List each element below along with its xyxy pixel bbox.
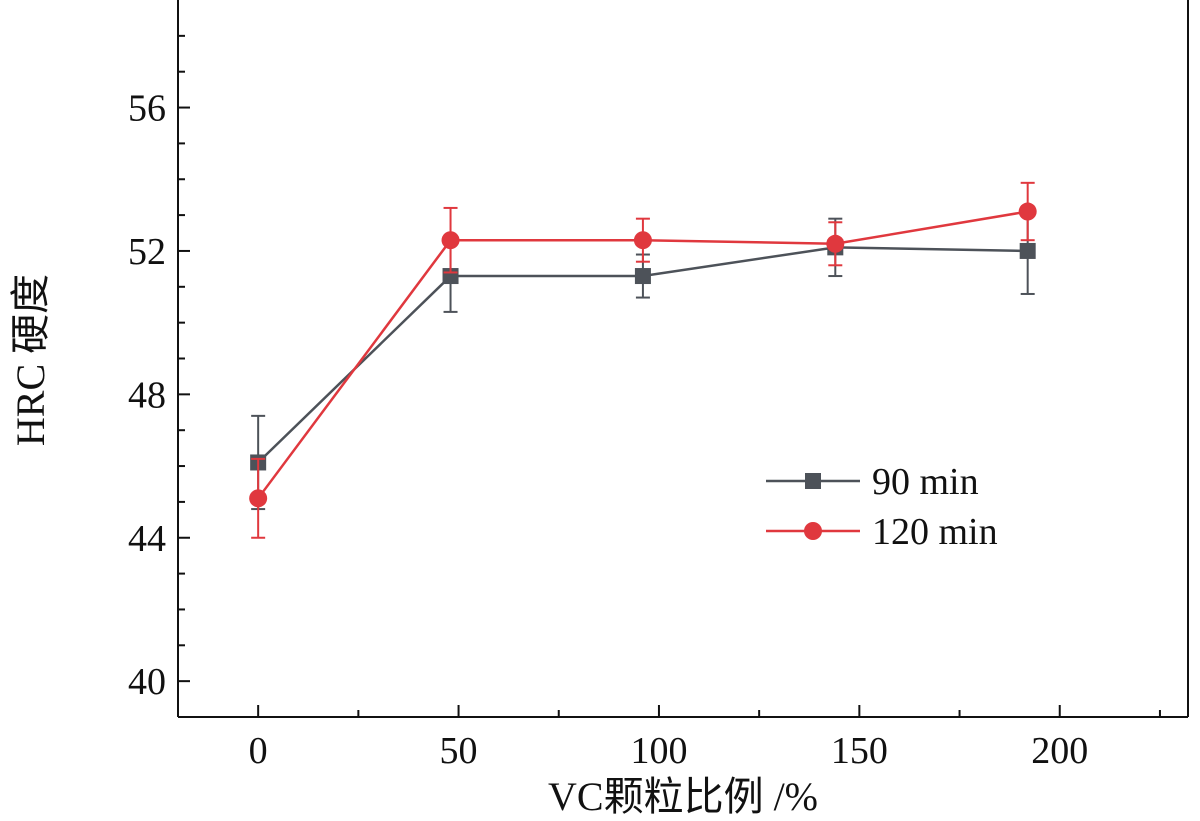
y-tick-label: 56 (128, 88, 166, 130)
x-tick-label: 150 (831, 730, 888, 772)
series-layer (249, 181, 1037, 539)
y-tick-label: 48 (128, 374, 166, 416)
legend-marker (804, 522, 822, 540)
legend-marker (805, 473, 821, 489)
x-tick-label: 50 (440, 730, 478, 772)
y-ticks: 40 44 48 52 56 (128, 34, 190, 703)
legend-item: 90 min (766, 461, 979, 503)
x-ticks: 0 50 100 150 200 (249, 705, 1161, 772)
legend-item: 120 min (766, 511, 998, 553)
series-2 (249, 181, 1037, 539)
x-tick-label: 0 (249, 730, 268, 772)
y-tick-label: 52 (128, 231, 166, 273)
data-point (634, 268, 651, 285)
x-tick-label: 100 (630, 730, 687, 772)
y-tick-label: 40 (128, 661, 166, 703)
data-point (826, 234, 845, 253)
y-axis-title: HRC 硬度 (8, 274, 53, 446)
legend-label: 120 min (872, 511, 998, 553)
legend-label: 90 min (872, 461, 979, 503)
data-point (441, 231, 460, 250)
axes: 40 44 48 52 56 0 50 100 150 200 (128, 0, 1189, 772)
y-tick-label: 44 (128, 518, 166, 560)
legend: 90 min 120 min (766, 461, 998, 553)
x-tick-label: 200 (1031, 730, 1088, 772)
data-point (249, 489, 268, 508)
data-point (1019, 242, 1036, 259)
x-axis-title: VC颗粒比例 /% (548, 774, 818, 819)
data-point (1018, 202, 1037, 221)
data-point (633, 231, 652, 250)
